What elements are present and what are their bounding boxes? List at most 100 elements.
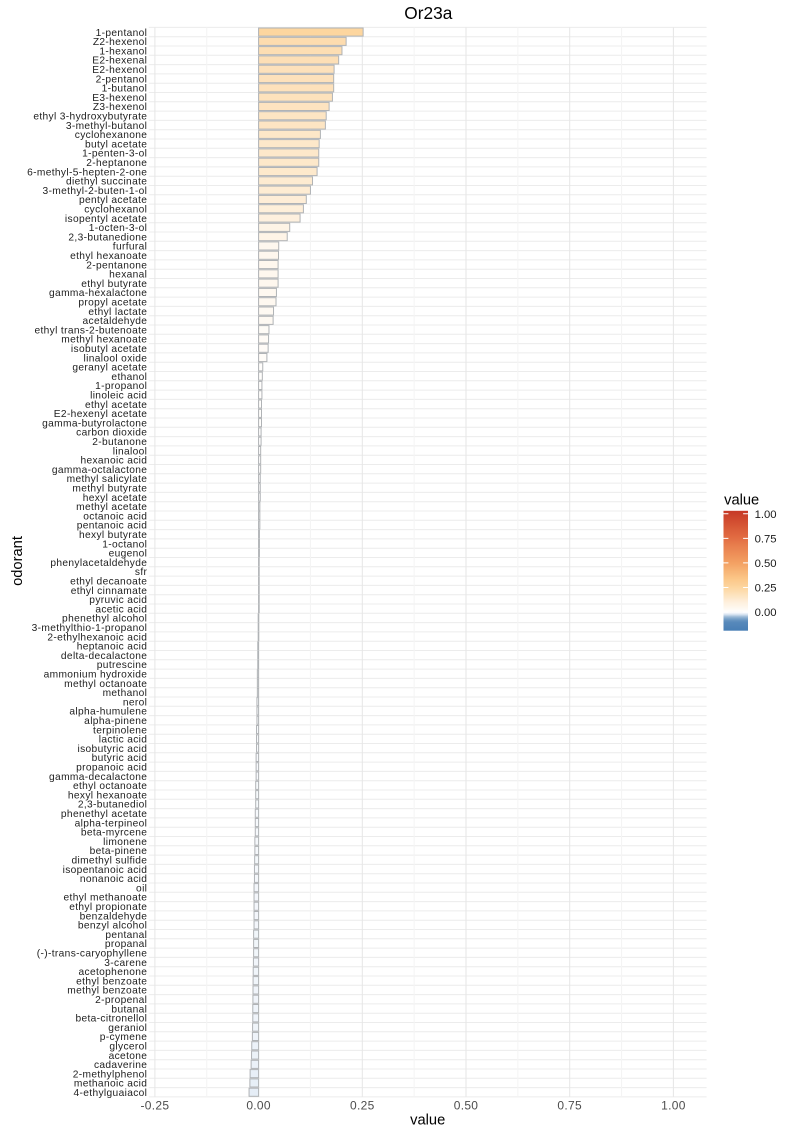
svg-text:butyric acid: butyric acid — [92, 753, 148, 764]
svg-text:beta-citronellol: beta-citronellol — [75, 1014, 147, 1025]
svg-text:butyl acetate: butyl acetate — [85, 139, 147, 150]
svg-text:geraniol: geraniol — [108, 1023, 147, 1034]
svg-text:1.00: 1.00 — [661, 1098, 686, 1112]
svg-text:gamma-hexalactone: gamma-hexalactone — [49, 288, 147, 299]
svg-text:methanoic acid: methanoic acid — [74, 1079, 147, 1090]
svg-text:acetophenone: acetophenone — [79, 967, 148, 978]
svg-text:value: value — [410, 1113, 445, 1129]
svg-text:ethyl cinnamate: ethyl cinnamate — [71, 586, 148, 597]
svg-text:acetaldehyde: acetaldehyde — [82, 316, 147, 327]
svg-text:1-penten-3-ol: 1-penten-3-ol — [82, 149, 147, 160]
svg-text:acetone: acetone — [109, 1051, 148, 1062]
svg-text:ethyl hexanoate: ethyl hexanoate — [70, 251, 147, 262]
svg-text:2-heptanone: 2-heptanone — [86, 158, 147, 169]
svg-text:lactic acid: lactic acid — [99, 735, 148, 746]
svg-text:ethyl octanoate: ethyl octanoate — [73, 781, 147, 792]
svg-text:0.75: 0.75 — [557, 1098, 582, 1112]
svg-text:1-pentanol: 1-pentanol — [96, 28, 148, 39]
svg-text:nonanoic acid: nonanoic acid — [80, 874, 147, 885]
svg-text:isopentanoic acid: isopentanoic acid — [63, 865, 148, 876]
svg-text:alpha-humulene: alpha-humulene — [69, 707, 147, 718]
svg-text:putrescine: putrescine — [97, 660, 148, 671]
svg-text:methyl butyrate: methyl butyrate — [72, 483, 147, 494]
svg-text:nerol: nerol — [123, 697, 147, 708]
svg-text:linoleic acid: linoleic acid — [90, 390, 147, 401]
svg-text:ethyl benzoate: ethyl benzoate — [76, 976, 147, 987]
svg-text:gamma-butyrolactone: gamma-butyrolactone — [42, 418, 147, 429]
svg-text:isobutyl acetate: isobutyl acetate — [71, 344, 147, 355]
svg-text:0.25: 0.25 — [755, 583, 777, 595]
svg-text:benzaldehyde: benzaldehyde — [80, 911, 148, 922]
svg-text:ethyl decanoate: ethyl decanoate — [70, 576, 147, 587]
svg-text:(-)-trans-caryophyllene: (-)-trans-caryophyllene — [37, 948, 148, 959]
svg-text:1.00: 1.00 — [755, 509, 777, 521]
svg-text:phenylacetaldehyde: phenylacetaldehyde — [50, 558, 147, 569]
svg-text:furfural: furfural — [113, 242, 148, 253]
svg-text:p-cymene: p-cymene — [100, 1032, 148, 1043]
svg-text:propanoic acid: propanoic acid — [76, 762, 147, 773]
svg-text:benzyl alcohol: benzyl alcohol — [78, 921, 147, 932]
svg-text:oil: oil — [136, 883, 147, 894]
svg-text:2-butanone: 2-butanone — [92, 437, 147, 448]
svg-text:0.00: 0.00 — [246, 1098, 271, 1112]
svg-text:3-methyl-butanol: 3-methyl-butanol — [66, 121, 147, 132]
svg-text:hexanal: hexanal — [109, 270, 147, 281]
svg-text:2-ethylhexanoic acid: 2-ethylhexanoic acid — [47, 632, 147, 643]
svg-text:beta-pinene: beta-pinene — [90, 846, 148, 857]
svg-text:pyruvic acid: pyruvic acid — [89, 595, 147, 606]
svg-text:delta-decalactone: delta-decalactone — [61, 651, 147, 662]
svg-text:methyl benzoate: methyl benzoate — [67, 986, 147, 997]
svg-text:carbon dioxide: carbon dioxide — [76, 428, 147, 439]
svg-text:0.25: 0.25 — [350, 1098, 375, 1112]
svg-text:Z3-hexenol: Z3-hexenol — [93, 102, 147, 113]
svg-text:linalool oxide: linalool oxide — [83, 353, 147, 364]
svg-text:hexyl acetate: hexyl acetate — [83, 493, 148, 504]
svg-text:ethyl trans-2-butenoate: ethyl trans-2-butenoate — [34, 325, 147, 336]
svg-text:hexyl butyrate: hexyl butyrate — [79, 530, 147, 541]
svg-text:1-hexanol: 1-hexanol — [99, 46, 147, 57]
svg-text:dimethyl sulfide: dimethyl sulfide — [71, 855, 147, 866]
svg-text:ethyl propionate: ethyl propionate — [69, 902, 147, 913]
svg-text:phenethyl alcohol: phenethyl alcohol — [62, 614, 147, 625]
svg-text:0.50: 0.50 — [755, 558, 777, 570]
svg-text:value: value — [724, 492, 759, 508]
svg-text:ammonium hydroxide: ammonium hydroxide — [44, 669, 148, 680]
svg-text:ethyl butyrate: ethyl butyrate — [81, 279, 147, 290]
svg-text:E2-hexenol: E2-hexenol — [92, 65, 147, 76]
svg-text:3-carene: 3-carene — [104, 958, 147, 969]
svg-text:1-octanol: 1-octanol — [102, 539, 147, 550]
svg-text:Z2-hexenol: Z2-hexenol — [93, 37, 147, 48]
svg-text:octanoic acid: octanoic acid — [83, 511, 147, 522]
svg-text:pentanal: pentanal — [105, 930, 147, 941]
svg-text:2-methylphenol: 2-methylphenol — [73, 1069, 148, 1080]
svg-text:E2-hexenyl acetate: E2-hexenyl acetate — [54, 409, 148, 420]
svg-text:acetic acid: acetic acid — [95, 604, 147, 615]
svg-text:methyl salicylate: methyl salicylate — [67, 474, 148, 485]
svg-text:ethanol: ethanol — [111, 372, 147, 383]
svg-text:linalool: linalool — [113, 446, 148, 457]
svg-text:methyl octanoate: methyl octanoate — [64, 679, 147, 690]
svg-text:2,3-butanedione: 2,3-butanedione — [68, 232, 147, 243]
svg-text:gamma-octalactone: gamma-octalactone — [52, 465, 147, 476]
svg-text:0.75: 0.75 — [755, 533, 777, 545]
svg-text:Or23a: Or23a — [404, 3, 452, 23]
svg-text:methanol: methanol — [103, 688, 148, 699]
svg-text:cadaverine: cadaverine — [94, 1060, 147, 1071]
svg-text:alpha-pinene: alpha-pinene — [84, 716, 147, 727]
svg-text:hexyl hexanoate: hexyl hexanoate — [68, 790, 147, 801]
svg-text:E3-hexenol: E3-hexenol — [92, 93, 147, 104]
svg-text:4-ethylguaiacol: 4-ethylguaiacol — [74, 1088, 148, 1099]
svg-text:isopentyl acetate: isopentyl acetate — [65, 214, 147, 225]
svg-text:gamma-decalactone: gamma-decalactone — [49, 772, 147, 783]
svg-text:2-pentanol: 2-pentanol — [96, 74, 148, 85]
svg-text:2,3-butanediol: 2,3-butanediol — [78, 800, 147, 811]
svg-text:0.00: 0.00 — [755, 607, 777, 619]
svg-text:beta-myrcene: beta-myrcene — [81, 828, 147, 839]
svg-text:diethyl succinate: diethyl succinate — [66, 177, 147, 188]
svg-text:2-pentanone: 2-pentanone — [86, 260, 147, 271]
svg-text:E2-hexenal: E2-hexenal — [92, 56, 147, 67]
svg-text:terpinolene: terpinolene — [93, 725, 147, 736]
svg-text:3-methyl-2-buten-1-ol: 3-methyl-2-buten-1-ol — [43, 186, 148, 197]
svg-text:methyl acetate: methyl acetate — [76, 502, 147, 513]
svg-text:phenethyl acetate: phenethyl acetate — [61, 809, 147, 820]
